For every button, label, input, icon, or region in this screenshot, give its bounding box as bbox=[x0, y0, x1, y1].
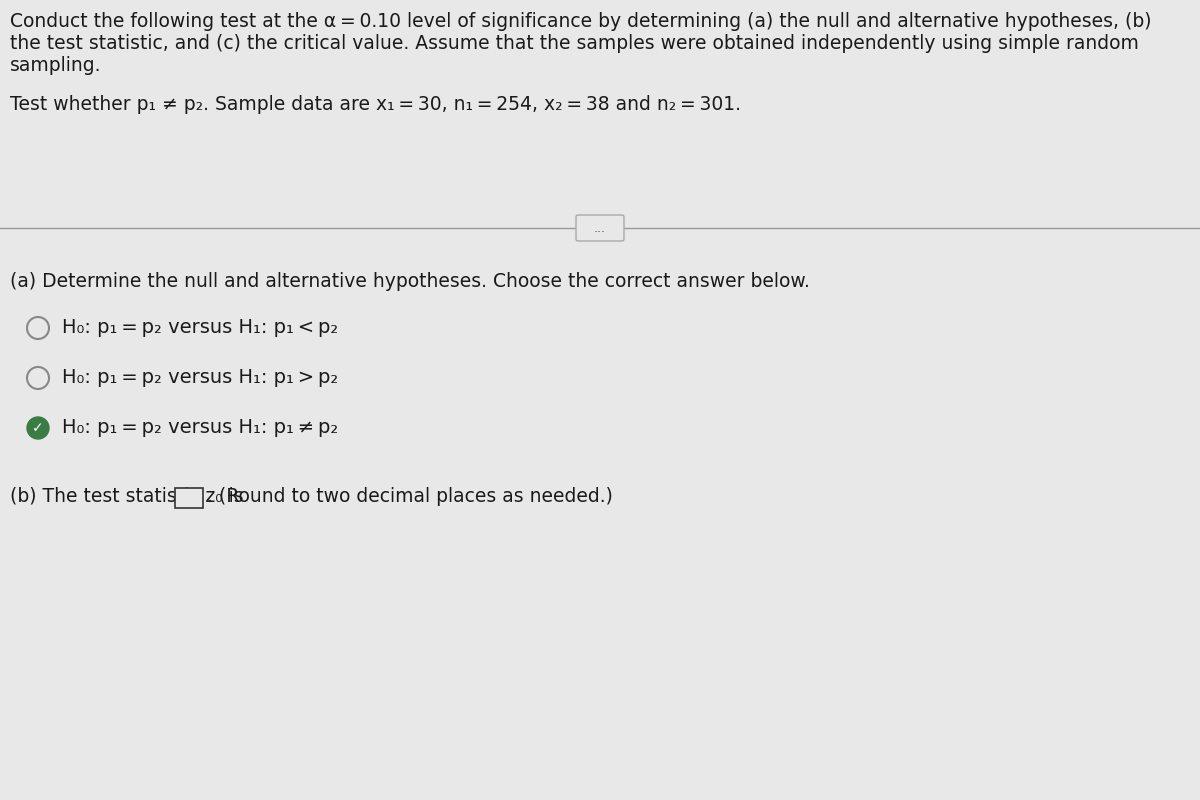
Circle shape bbox=[28, 417, 49, 439]
FancyBboxPatch shape bbox=[174, 488, 203, 508]
Text: H₀: p₁ = p₂ versus H₁: p₁ ≠ p₂: H₀: p₁ = p₂ versus H₁: p₁ ≠ p₂ bbox=[62, 418, 338, 437]
Text: ✓: ✓ bbox=[32, 421, 44, 435]
Text: the test statistic, and (c) the critical value. Assume that the samples were obt: the test statistic, and (c) the critical… bbox=[10, 34, 1139, 53]
Text: (a) Determine the null and alternative hypotheses. Choose the correct answer bel: (a) Determine the null and alternative h… bbox=[10, 272, 810, 291]
Text: Test whether p₁ ≠ p₂. Sample data are x₁ = 30, n₁ = 254, x₂ = 38 and n₂ = 301.: Test whether p₁ ≠ p₂. Sample data are x₁… bbox=[10, 95, 742, 114]
Text: sampling.: sampling. bbox=[10, 56, 102, 75]
Text: ...: ... bbox=[594, 222, 606, 234]
FancyBboxPatch shape bbox=[576, 215, 624, 241]
Text: Conduct the following test at the α = 0.10 level of significance by determining : Conduct the following test at the α = 0.… bbox=[10, 12, 1152, 31]
Text: . (Round to two decimal places as needed.): . (Round to two decimal places as needed… bbox=[206, 487, 612, 506]
Text: H₀: p₁ = p₂ versus H₁: p₁ > p₂: H₀: p₁ = p₂ versus H₁: p₁ > p₂ bbox=[62, 368, 338, 387]
Text: H₀: p₁ = p₂ versus H₁: p₁ < p₂: H₀: p₁ = p₂ versus H₁: p₁ < p₂ bbox=[62, 318, 338, 337]
Text: (b) The test statistic z₀ is: (b) The test statistic z₀ is bbox=[10, 487, 244, 506]
